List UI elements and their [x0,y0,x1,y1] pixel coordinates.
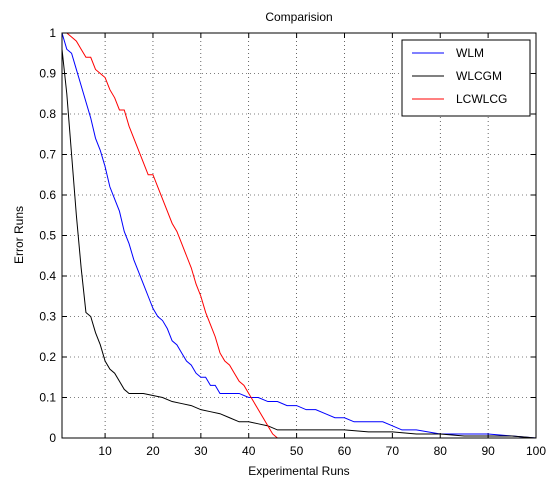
y-tick-label: 0.6 [39,188,56,202]
x-tick-label: 80 [434,444,448,458]
legend: WLM WLCGM LCWLCG [401,39,531,117]
legend-label-lcwlcg: LCWLCG [456,92,507,106]
x-tick-label: 50 [290,444,304,458]
series-line-lcwlcg [62,32,536,439]
y-tick-label: 0.7 [39,148,56,162]
y-tick-label: 0.4 [39,269,56,283]
y-tick-label: 0.2 [39,350,56,364]
y-tick-label: 0.3 [39,310,56,324]
x-axis-label: Experimental Runs [248,464,349,478]
x-tick-label: 100 [526,444,546,458]
x-tick-label: 30 [194,444,208,458]
x-tick-label: 60 [338,444,352,458]
x-tick-label: 20 [146,444,160,458]
y-tick-label: 1 [49,26,56,40]
y-tick-label: 0.9 [39,67,56,81]
x-tick-label: 40 [242,444,256,458]
plot-frame [61,32,537,439]
y-tick-label: 0.8 [39,107,56,121]
x-tick-label: 90 [481,444,495,458]
x-tick-label: 10 [98,444,112,458]
x-tick-label: 70 [386,444,400,458]
y-axis-label: Error Runs [12,206,26,264]
chart-title: Comparision [265,10,332,24]
series-lines [61,32,537,439]
legend-label-wlm: WLM [456,46,484,60]
axis-ticks: 10 20 30 40 50 60 70 80 90 100 0 0.1 0.2 0.3 0.4 0.5 0.6… [39,26,546,458]
y-tick-label: 0 [49,431,56,445]
grid-lines [62,33,536,438]
y-tick-label: 0.1 [39,391,56,405]
y-tick-label: 0.5 [39,229,56,243]
series-line-wlcgm [61,49,537,439]
legend-label-wlcgm: WLCGM [456,69,502,83]
series-line-wlm [61,32,537,439]
